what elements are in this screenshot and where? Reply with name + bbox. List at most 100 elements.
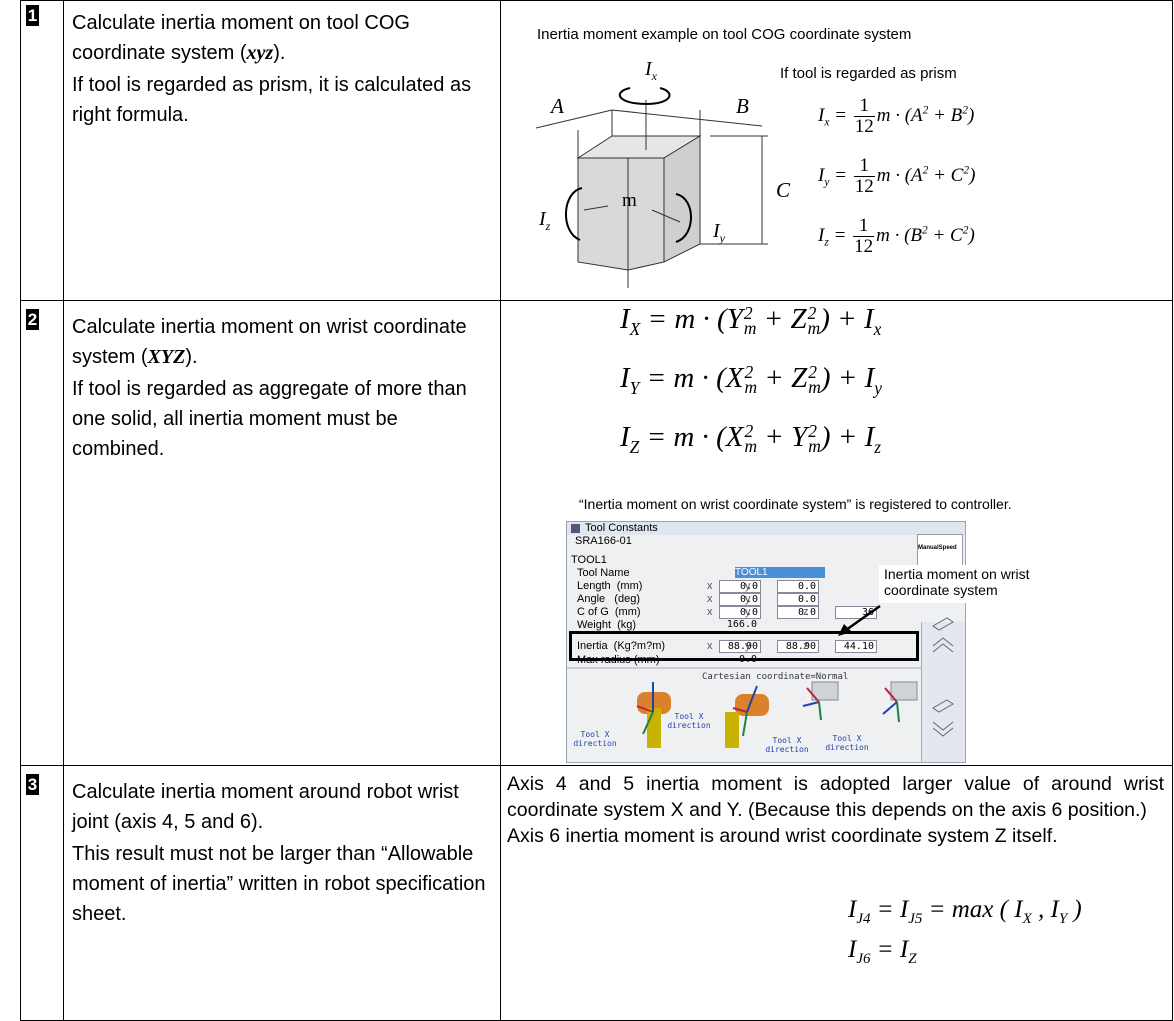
axis-letter: z bbox=[803, 640, 809, 652]
subscript: x bbox=[824, 116, 830, 129]
math-text: = bbox=[829, 104, 852, 126]
paragraph: Calculate inertia moment on wrist coordi… bbox=[72, 312, 494, 372]
math-text: = m · ( bbox=[640, 303, 727, 335]
math-text: I bbox=[848, 896, 857, 923]
field-label: Angle (deg) bbox=[577, 593, 640, 605]
math-text: I bbox=[864, 362, 875, 394]
math-text: = m · ( bbox=[639, 421, 726, 453]
math-text: ) bbox=[1067, 896, 1082, 923]
subscript: X bbox=[1022, 911, 1032, 927]
subscript: X bbox=[629, 318, 641, 339]
subscript: Y bbox=[629, 377, 640, 398]
formula: IJ4 = IJ5 = max ( IX , IY ) bbox=[848, 896, 1082, 928]
tool-name-value: TOOL1 bbox=[735, 567, 825, 578]
superscript: 2 bbox=[744, 361, 754, 382]
paragraph: If tool is regarded as aggregate of more… bbox=[72, 374, 494, 464]
direction-label: Tool X direction bbox=[825, 734, 869, 752]
formula: IY = m · (X 2 m + Z 2 m) + Iy bbox=[620, 362, 882, 399]
math-text: I bbox=[713, 220, 720, 242]
row-number: 2 bbox=[26, 309, 39, 330]
math-text: I bbox=[863, 303, 874, 335]
axis-letter: y bbox=[745, 593, 751, 605]
window-icon bbox=[571, 524, 580, 533]
dimension-label: C bbox=[776, 178, 791, 202]
subscript: y bbox=[874, 377, 882, 398]
subscript: Z bbox=[908, 951, 917, 967]
math-text: ) bbox=[967, 104, 975, 126]
math-text: Y bbox=[726, 303, 743, 335]
math-text: + bbox=[928, 164, 951, 186]
denominator: 12 bbox=[853, 115, 875, 137]
text: XYZ bbox=[147, 346, 186, 368]
explanation: Axis 4 and 5 inertia moment is adopted l… bbox=[507, 771, 1164, 849]
formula: IJ6 = IZ bbox=[848, 936, 917, 968]
math-text: = bbox=[870, 936, 900, 963]
math-text: Y bbox=[791, 421, 808, 453]
paragraph: Calculate inertia moment on tool COG coo… bbox=[72, 8, 494, 68]
caption: Inertia moment example on tool COG coord… bbox=[537, 26, 912, 43]
formula: Ix = 1 12 m · (A2 + B2) bbox=[818, 96, 974, 137]
formula: Iz = 1 12 m · (B2 + C2) bbox=[818, 216, 975, 257]
direction-label: Tool X direction bbox=[573, 730, 617, 748]
math-text: m · ( bbox=[876, 104, 912, 126]
paragraph: This result must not be larger than “All… bbox=[72, 839, 494, 929]
math-text: + bbox=[927, 224, 951, 246]
paragraph: If tool is regarded as prism, it is calc… bbox=[72, 70, 494, 130]
subscript: J4 bbox=[856, 911, 871, 927]
math-text: I bbox=[818, 164, 825, 186]
field-value: 88.90 bbox=[777, 640, 819, 653]
superscript: 2 bbox=[744, 420, 754, 441]
denominator: 12 bbox=[853, 175, 875, 197]
description: Calculate inertia moment around robot wr… bbox=[72, 777, 494, 931]
math-text: Z bbox=[790, 303, 807, 335]
numerator: 1 bbox=[858, 215, 869, 236]
subscript: J6 bbox=[856, 951, 871, 967]
field-value: 0.0 bbox=[719, 606, 761, 619]
math-text: = bbox=[828, 224, 852, 246]
superscript: 2 bbox=[963, 164, 970, 177]
axis-letter: x bbox=[707, 593, 713, 605]
math-text: C bbox=[950, 224, 963, 246]
math-text: ) bbox=[968, 224, 975, 246]
math-text: X bbox=[725, 421, 744, 453]
math-text: I bbox=[620, 303, 630, 335]
subscript: m bbox=[744, 436, 758, 457]
field-value: 0.0 bbox=[719, 580, 761, 593]
subscript: J5 bbox=[908, 911, 923, 927]
mass-label: m bbox=[622, 190, 637, 211]
axis-letter: z bbox=[803, 606, 809, 618]
math-text: I bbox=[899, 896, 909, 923]
field-value: 0.0 bbox=[719, 593, 761, 606]
superscript: 2 bbox=[808, 420, 817, 441]
moment-label: Iy bbox=[713, 220, 725, 246]
subscript: m bbox=[743, 318, 757, 339]
axis-letter: x bbox=[707, 606, 713, 618]
field-value: 0.0 bbox=[777, 593, 819, 606]
subscript: m bbox=[744, 377, 758, 398]
direction-label: Tool X direction bbox=[667, 712, 711, 730]
superscript: 2 bbox=[922, 164, 929, 177]
table-border bbox=[20, 0, 21, 1021]
fraction: 1 12 bbox=[853, 156, 875, 197]
math-text: I bbox=[539, 208, 546, 230]
math-text: I bbox=[1014, 896, 1023, 923]
axis-letter: x bbox=[707, 580, 713, 592]
direction-label: Tool X direction bbox=[765, 736, 809, 754]
math-text: I bbox=[620, 421, 630, 453]
axis-letter: y bbox=[745, 606, 751, 618]
math-text: I bbox=[645, 58, 652, 80]
subscript: m bbox=[808, 436, 821, 457]
field-label: Tool Name bbox=[577, 567, 630, 579]
math-text: A bbox=[911, 104, 923, 126]
superscript: 2 bbox=[922, 224, 928, 237]
row-divider bbox=[20, 300, 1173, 301]
math-text: ) + bbox=[820, 362, 865, 394]
superscript: 2 bbox=[808, 361, 817, 382]
row-number: 3 bbox=[26, 774, 39, 795]
math-text: I bbox=[620, 362, 630, 394]
math-text: , bbox=[1031, 896, 1051, 923]
paragraph: Axis 4 and 5 inertia moment is adopted l… bbox=[507, 773, 1164, 821]
math-text: A bbox=[911, 164, 923, 186]
